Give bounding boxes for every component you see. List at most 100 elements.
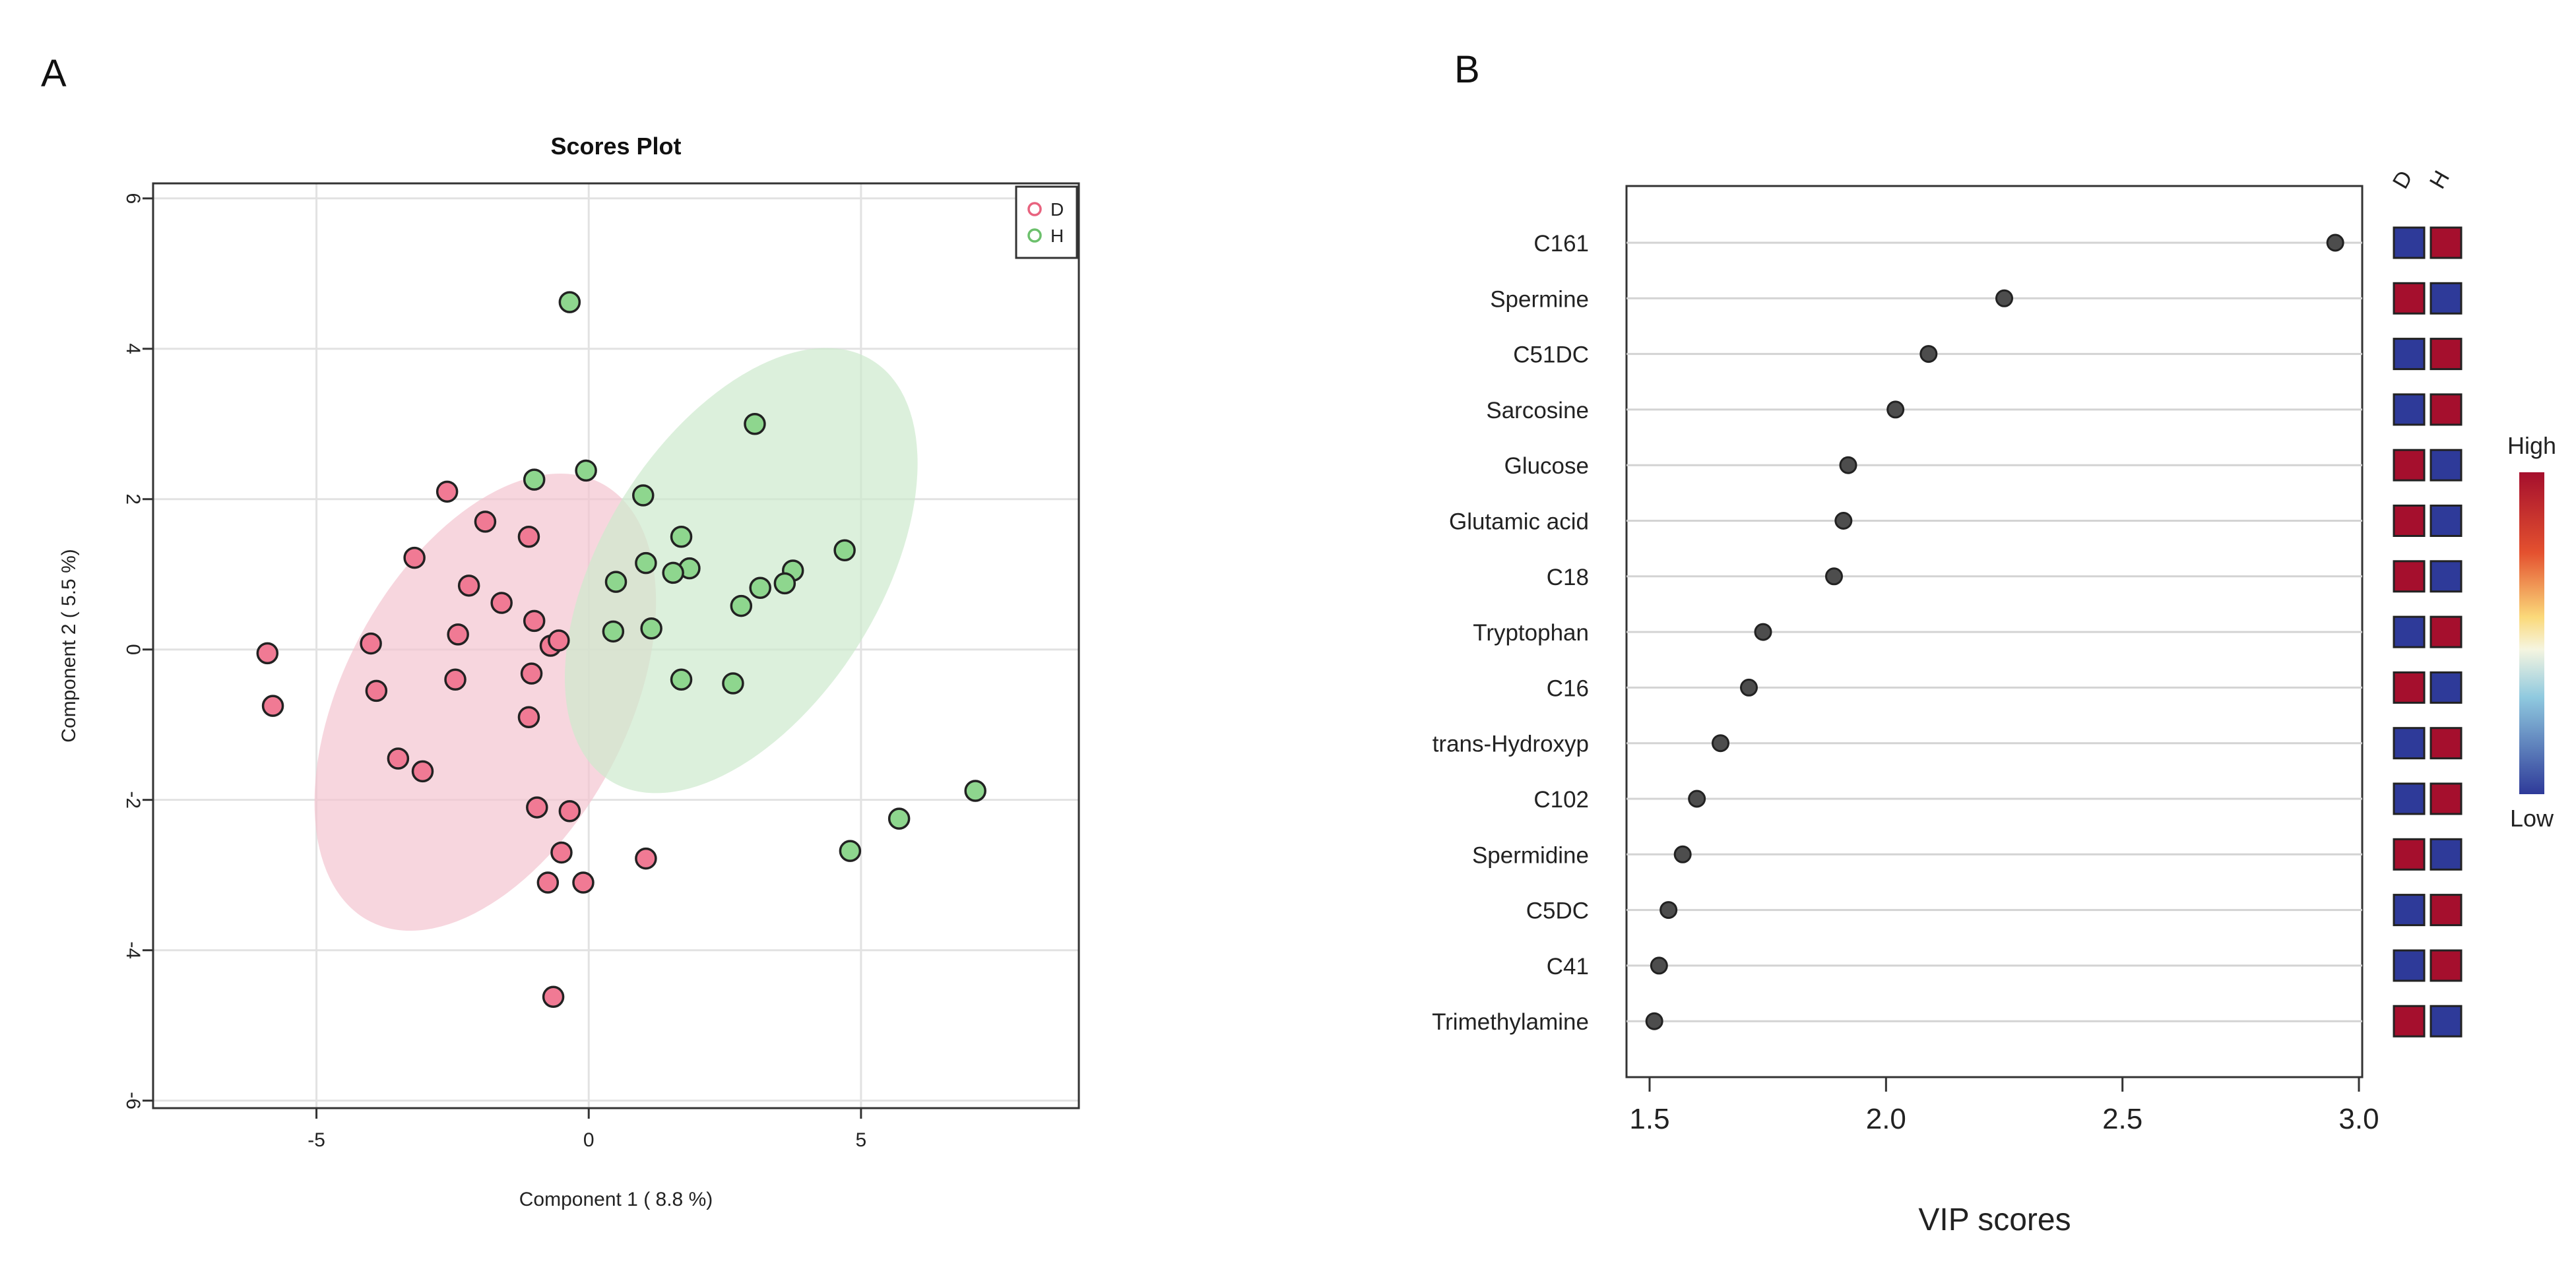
heatmap-cell-h: [2430, 393, 2463, 426]
vip-point: [1645, 1012, 1663, 1030]
color-bar-low-label: Low: [2510, 805, 2554, 832]
data-point-h: [558, 291, 581, 313]
heatmap-cell-d: [2393, 949, 2426, 982]
data-point-d: [365, 679, 388, 702]
x-tick-label: 2.0: [1866, 1103, 1906, 1135]
feature-label: Sarcosine: [1486, 398, 1589, 423]
heatmap-cell-h: [2430, 615, 2463, 648]
y-tick-label: 4: [122, 343, 144, 354]
data-point-d: [558, 800, 581, 823]
heatmap-cell-h: [2430, 782, 2463, 815]
x-tick-label: 5: [856, 1129, 867, 1151]
heatmap-cell-d: [2393, 615, 2426, 648]
feature-label: C51DC: [1513, 342, 1589, 368]
heatmap-cell-d: [2393, 838, 2426, 871]
heatmap-cell-h: [2430, 560, 2463, 593]
data-point-h: [602, 620, 625, 643]
data-point-d: [490, 592, 513, 614]
feature-label: C102: [1533, 787, 1589, 813]
feature-label: Spermidine: [1472, 842, 1589, 868]
feature-label: Spermine: [1490, 286, 1589, 312]
feature-label: trans-Hydroxyp: [1433, 732, 1589, 757]
data-point-d: [523, 609, 546, 633]
y-tick-label: -2: [122, 791, 144, 809]
vip-point: [1825, 567, 1843, 586]
vip-point: [1712, 734, 1729, 753]
data-point-h: [635, 551, 657, 575]
legend-marker-h: [1027, 228, 1042, 243]
feature-label: C18: [1547, 565, 1589, 590]
color-bar-high-label: High: [2507, 432, 2556, 459]
legend-marker-d: [1027, 202, 1042, 216]
data-point-d: [526, 796, 548, 819]
feature-label: Glucose: [1504, 453, 1589, 479]
data-point-h: [662, 561, 684, 584]
chart-title: Scores Plot: [550, 133, 681, 160]
data-point-h: [887, 807, 911, 830]
data-point-d: [411, 760, 434, 783]
heatmap-cell-d: [2393, 560, 2426, 593]
data-point-h: [749, 576, 771, 599]
heatmap-cell-d: [2393, 226, 2426, 259]
data-point-d: [360, 632, 382, 655]
heatmap-cell-d: [2393, 727, 2426, 760]
heatmap-cell-d: [2393, 505, 2426, 537]
data-point-h: [670, 668, 693, 691]
legend-label-h: H: [1050, 226, 1064, 246]
heatmap-cell-h: [2430, 226, 2463, 259]
color-bar: [2519, 472, 2544, 794]
data-point-h: [839, 840, 862, 862]
legend-box: [1015, 185, 1078, 259]
heatmap-cell-d: [2393, 1005, 2426, 1038]
plot-frame: [152, 182, 1080, 1109]
feature-label: C16: [1547, 675, 1589, 701]
feature-label: Glutamic acid: [1449, 509, 1589, 535]
heatmap-cell-h: [2430, 838, 2463, 871]
y-tick-label: 6: [122, 193, 144, 204]
heatmap-cell-d: [2393, 393, 2426, 426]
vip-point: [1834, 512, 1853, 530]
y-tick-label: -4: [122, 941, 144, 959]
heatmap-cell-h: [2430, 505, 2463, 537]
data-point-d: [457, 575, 480, 597]
legend-label-d: D: [1050, 199, 1064, 220]
data-point-h: [575, 459, 597, 482]
x-axis-label: VIP scores: [1918, 1202, 2071, 1237]
vip-point: [1650, 956, 1668, 975]
feature-label: Trimethylamine: [1432, 1009, 1589, 1035]
vip-point: [1886, 400, 1905, 419]
vip-point: [1754, 623, 1772, 641]
data-point-d: [635, 847, 657, 870]
vip-point: [1673, 845, 1692, 863]
heatmap-cell-d: [2393, 782, 2426, 815]
data-point-h: [744, 412, 766, 435]
y-tick-label: 2: [122, 493, 144, 505]
data-point-d: [474, 511, 497, 533]
x-axis-label: Component 1 ( 8.8 %): [519, 1189, 713, 1210]
data-point-d: [550, 841, 573, 864]
vip-point: [1740, 678, 1758, 697]
heatmap-cell-h: [2430, 949, 2463, 982]
data-point-h: [632, 484, 655, 507]
data-point-h: [833, 539, 856, 561]
heatmap-cell-h: [2430, 449, 2463, 482]
feature-label: C5DC: [1526, 898, 1589, 924]
heatmap-header-d: D: [2388, 166, 2418, 193]
y-tick-label: -6: [122, 1092, 144, 1109]
data-point-d: [572, 871, 595, 894]
heatmap-cell-d: [2393, 282, 2426, 315]
heatmap-header-h: H: [2425, 166, 2455, 193]
data-point-h: [670, 525, 693, 548]
heatmap-cell-h: [2430, 894, 2463, 927]
data-point-h: [964, 780, 986, 802]
data-point-d: [542, 985, 565, 1009]
x-tick-label: 3.0: [2338, 1103, 2379, 1135]
data-point-d: [536, 871, 560, 894]
data-point-d: [444, 668, 467, 691]
feature-label: C161: [1533, 231, 1589, 257]
y-axis-label: Component 2 ( 5.5 %): [58, 549, 80, 742]
vip-point: [1688, 790, 1706, 808]
heatmap-cell-d: [2393, 338, 2426, 371]
confidence-ellipse-h: [565, 348, 918, 794]
data-point-d: [387, 747, 410, 770]
